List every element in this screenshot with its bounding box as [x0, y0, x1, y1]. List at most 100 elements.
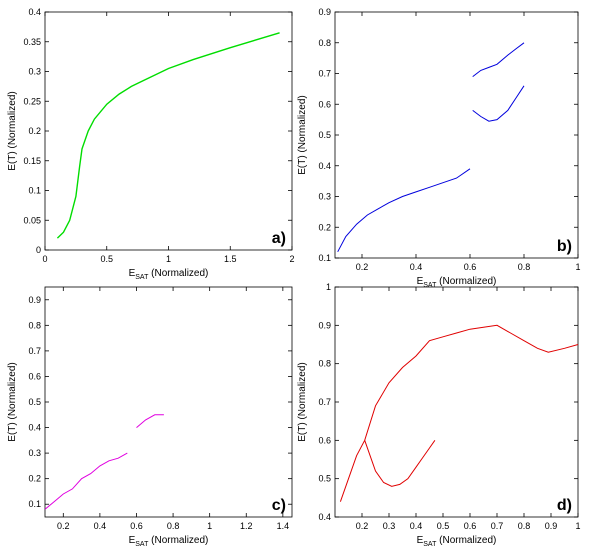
x-tick-label: 0.8 — [518, 521, 531, 531]
x-axis-label-sub: SAT — [135, 541, 149, 548]
y-tick-label: 0.2 — [28, 126, 41, 136]
x-axis-label-main: E — [417, 535, 424, 546]
x-tick-label: 0.4 — [94, 521, 107, 531]
panel-a: 0 0.5 1 1.5 2 0 0.05 0.1 0.15 0.2 0.25 0.3 0.35 0.4 ES… — [7, 7, 295, 281]
y-tick-label: 0.8 — [28, 320, 41, 330]
x-tick-label: 0.9 — [545, 521, 558, 531]
x-tick-label: 1.5 — [224, 254, 237, 264]
x-tick-label: 0.8 — [167, 521, 180, 531]
x-axis-label-main: E — [129, 535, 136, 546]
x-tick-label: 0.5 — [100, 254, 113, 264]
x-tick-label: 0.6 — [464, 521, 477, 531]
y-axis-label: E(T) (Normalized) — [297, 95, 308, 174]
y-tick-label: 0.1 — [28, 186, 41, 196]
y-tick-label: 0.15 — [23, 156, 41, 166]
x-tick-label: 0.2 — [356, 262, 369, 272]
plot-frame — [44, 286, 293, 518]
y-tick-label: 0.6 — [318, 435, 331, 445]
panel-b: 0.2 0.4 0.6 0.8 1 0.1 0.2 0.3 0.4 0.5 0.6 0.7 0.8 0.9… — [297, 7, 581, 289]
y-tick-label: 0.35 — [23, 37, 41, 47]
series-line — [472, 85, 525, 122]
x-tick-label: 0.4 — [410, 521, 423, 531]
y-tick-label: 1 — [326, 282, 331, 292]
x-axis-label-suffix: (Normalized) — [436, 535, 496, 546]
series-line — [472, 42, 525, 77]
y-axis-label: E(T) (Normalized) — [297, 362, 308, 441]
x-tick-label: 0.6 — [464, 262, 477, 272]
y-tick-label: 0.25 — [23, 96, 41, 106]
y-tick-label: 0 — [36, 245, 41, 255]
x-tick-label: 0.4 — [410, 262, 423, 272]
panel-label: b) — [557, 238, 572, 255]
x-axis-label-sub: SAT — [423, 541, 437, 548]
y-tick-label: 0.1 — [318, 253, 331, 263]
x-axis-label-main: E — [417, 276, 424, 287]
panel-c: 0.2 0.4 0.6 0.8 1 1.2 1.4 0.1 0.2 0.3 0.4 0.5 0.6 0.7… — [7, 286, 293, 548]
x-axis-label: ESAT (Normalized) — [417, 535, 497, 548]
y-tick-label: 0.8 — [318, 38, 331, 48]
y-tick-label: 0.5 — [318, 474, 331, 484]
panel-label: c) — [272, 497, 286, 514]
x-axis-label: ESAT (Normalized) — [129, 268, 209, 281]
y-tick-label: 0.9 — [318, 7, 331, 17]
y-tick-label: 0.7 — [318, 69, 331, 79]
x-axis-label-suffix: (Normalized) — [148, 268, 208, 279]
x-tick-label: 1 — [207, 521, 212, 531]
y-tick-label: 0.05 — [23, 215, 41, 225]
y-tick-label: 0.6 — [318, 99, 331, 109]
x-tick-label: 0.2 — [356, 521, 369, 531]
x-tick-label: 1 — [575, 262, 580, 272]
plot-frame — [44, 11, 293, 251]
x-axis-label-main: E — [129, 268, 136, 279]
y-tick-label: 0.4 — [28, 7, 41, 17]
series-line — [337, 168, 471, 253]
x-tick-label: 1.4 — [277, 521, 290, 531]
x-axis-label: ESAT (Normalized) — [417, 276, 497, 289]
y-tick-label: 0.3 — [28, 67, 41, 77]
y-tick-label: 0.2 — [318, 222, 331, 232]
y-tick-label: 0.4 — [28, 423, 41, 433]
x-tick-label: 1 — [166, 254, 171, 264]
y-tick-label: 0.1 — [28, 499, 41, 509]
y-tick-label: 0.8 — [318, 359, 331, 369]
x-tick-label: 0 — [42, 254, 47, 264]
plot-frame — [334, 11, 579, 259]
x-axis-label-sub: SAT — [135, 274, 149, 281]
y-tick-label: 0.3 — [318, 192, 331, 202]
x-tick-label: 0.5 — [437, 521, 450, 531]
y-tick-label: 0.5 — [318, 130, 331, 140]
x-tick-label: 1.2 — [240, 521, 253, 531]
y-tick-label: 0.6 — [28, 371, 41, 381]
y-tick-label: 0.9 — [318, 320, 331, 330]
panel-d: 0.2 0.3 0.4 0.5 0.6 0.7 0.8 0.9 1 0.4 0.5 0.6 0.7 0.8… — [297, 282, 581, 548]
x-tick-label: 1 — [575, 521, 580, 531]
plot-frame — [334, 286, 579, 518]
y-tick-label: 0.4 — [318, 512, 331, 522]
y-tick-label: 0.7 — [318, 397, 331, 407]
x-axis-label-suffix: (Normalized) — [436, 276, 496, 287]
series-line — [364, 440, 436, 487]
y-axis-label: E(T) (Normalized) — [7, 91, 18, 170]
y-axis-label: E(T) (Normalized) — [7, 362, 18, 441]
series-line — [44, 452, 128, 510]
x-tick-label: 0.2 — [57, 521, 70, 531]
y-tick-label: 0.3 — [28, 448, 41, 458]
x-tick-label: 0.6 — [130, 521, 143, 531]
x-tick-label: 2 — [289, 254, 294, 264]
x-tick-label: 0.8 — [518, 262, 531, 272]
panel-label: a) — [272, 230, 286, 247]
y-tick-label: 0.2 — [28, 474, 41, 484]
x-axis-label-sub: SAT — [423, 282, 437, 289]
y-tick-label: 0.9 — [28, 295, 41, 305]
x-axis-label: ESAT (Normalized) — [129, 535, 209, 548]
x-tick-label: 0.3 — [383, 521, 396, 531]
y-tick-label: 0.5 — [28, 397, 41, 407]
series-line — [136, 414, 164, 428]
x-axis-label-suffix: (Normalized) — [148, 535, 208, 546]
y-tick-label: 0.4 — [318, 161, 331, 171]
series-line — [339, 324, 579, 502]
x-tick-label: 0.7 — [491, 521, 504, 531]
y-tick-label: 0.7 — [28, 346, 41, 356]
series-line — [56, 32, 280, 239]
